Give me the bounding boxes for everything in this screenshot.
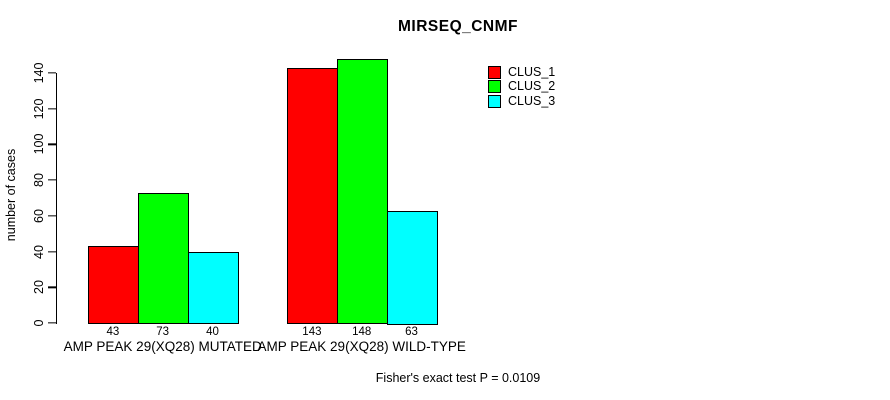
y-axis-tick xyxy=(48,179,56,181)
y-axis-tick xyxy=(48,143,56,146)
y-tick-label: 80 xyxy=(32,173,46,188)
bar-clus_3-group2 xyxy=(386,210,438,325)
legend-label-clus_2: CLUS_2 xyxy=(508,79,556,93)
y-axis-tick xyxy=(48,286,56,288)
y-axis-tick xyxy=(48,250,56,253)
legend-swatch-clus_3 xyxy=(488,94,501,108)
y-axis-line xyxy=(56,73,58,324)
bar-value-label: 43 xyxy=(106,326,120,338)
y-tick-label: 20 xyxy=(32,280,46,295)
legend-swatch-clus_2 xyxy=(488,80,501,93)
bar-value-label: 40 xyxy=(206,326,219,338)
y-tick-label: 100 xyxy=(32,133,46,155)
bar-value-label: 63 xyxy=(405,326,418,338)
y-axis-tick xyxy=(48,108,56,110)
bar-clus_2-group1 xyxy=(137,192,190,325)
chart-title: MIRSEQ_CNMF xyxy=(397,18,519,35)
bar-value-label: 148 xyxy=(352,326,372,338)
legend-swatch-clus_1 xyxy=(488,65,501,79)
y-tick-label: 60 xyxy=(32,208,46,223)
y-axis-tick xyxy=(48,215,56,217)
fisher-test-annotation: Fisher's exact test P = 0.0109 xyxy=(375,371,541,385)
bar-value-label: 143 xyxy=(302,326,322,338)
legend-label-clus_3: CLUS_3 xyxy=(508,93,556,108)
y-tick-label: 140 xyxy=(32,62,46,84)
x-category-label: AMP PEAK 29(XQ28) MUTATED xyxy=(63,339,262,354)
bar-clus_3-group1 xyxy=(187,251,239,325)
bar-clus_2-group2 xyxy=(336,58,389,325)
y-tick-label: 40 xyxy=(32,244,46,259)
legend-label-clus_1: CLUS_1 xyxy=(508,64,556,79)
y-tick-label: 0 xyxy=(32,319,46,327)
x-category-label: AMP PEAK 29(XQ28) WILD-TYPE xyxy=(257,339,466,354)
y-axis-tick xyxy=(48,72,56,74)
bar-value-label: 73 xyxy=(156,326,170,338)
bar-clus_1-group1 xyxy=(88,246,140,325)
y-tick-label: 120 xyxy=(32,98,46,120)
y-axis-tick xyxy=(48,322,56,324)
bar-clus_1-group2 xyxy=(287,67,339,325)
